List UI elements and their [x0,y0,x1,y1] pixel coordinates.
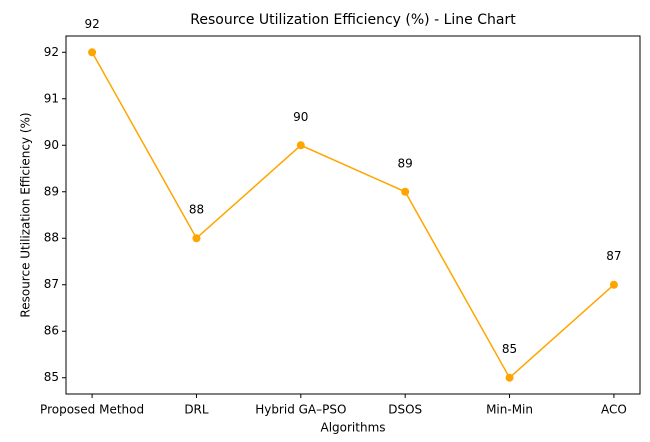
y-tick-label: 91 [44,91,59,105]
y-tick-label: 92 [44,45,59,59]
y-tick-label: 86 [44,324,59,338]
point [88,48,97,57]
data-label: 89 [398,156,413,170]
data-label: 87 [606,249,621,263]
point [401,187,410,196]
y-axis-label: Resource Utilization Efficiency (%) [19,112,33,317]
data-label: 92 [84,17,99,31]
point [609,280,618,289]
data-label: 85 [502,342,517,356]
point [296,141,305,150]
x-tick-label: Proposed Method [40,403,144,417]
line [91,51,615,379]
y-tick-label: 89 [44,184,59,198]
y-tick-label: 88 [44,231,59,245]
x-tick-label: DSOS [388,403,422,417]
x-tick-label: Hybrid GA–PSO [255,403,346,417]
data-label: 88 [189,203,204,217]
plot-frame [65,35,641,395]
chart-title: Resource Utilization Efficiency (%) - Li… [190,12,516,28]
y-tick-label: 90 [44,138,59,152]
x-tick-label: DRL [184,403,209,417]
y-tick-label: 87 [44,277,59,291]
x-tick-label: ACO [601,403,627,417]
data-label: 90 [293,110,308,124]
x-axis-label: Algorithms [320,421,385,435]
y-tick-label: 85 [44,370,59,384]
x-tick-label: Min-Min [486,403,533,417]
point [505,373,514,382]
point [192,234,201,243]
